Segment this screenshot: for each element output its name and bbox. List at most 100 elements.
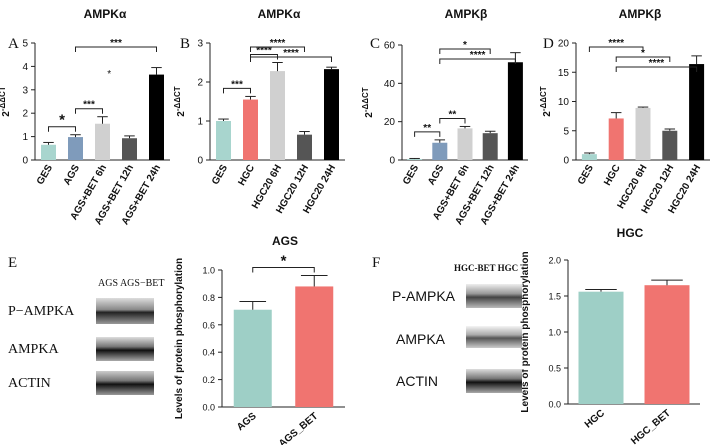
x-tick-label: HGC — [583, 408, 607, 431]
y-axis-label: Levels of protein phosphorylation — [174, 258, 185, 419]
significance-bracket — [439, 58, 516, 64]
significance-bracket — [250, 56, 332, 62]
x-tick-label: AGS — [426, 163, 447, 188]
significance-bracket — [439, 48, 491, 54]
significance-label: **** — [283, 48, 299, 59]
y-axis-label: 2-ΔΔCT — [0, 86, 12, 117]
y-tick-label: 60 — [384, 41, 396, 52]
bar-hgc — [578, 291, 624, 404]
chart-panel-F: HGC 0.0 0.5 1.0 1.5 2.0 Levels of protein phos… — [520, 226, 700, 445]
significance-label: * — [107, 69, 111, 80]
significance-label: **** — [608, 38, 624, 49]
y-tick-label: 0 — [197, 156, 203, 167]
bar-hgc — [608, 118, 624, 160]
y-tick-label: 3 — [197, 39, 203, 50]
bar-ags-bet-24h — [149, 74, 164, 160]
bar-ags-bet-12h — [122, 138, 137, 160]
blot-F-band-row1 — [466, 326, 522, 348]
bar-ags-bet-24h — [507, 62, 523, 160]
y-tick-label: 1.5 — [548, 292, 561, 302]
x-tick-label: GES — [576, 163, 596, 187]
bar-hgc20-12h — [297, 134, 312, 160]
x-tick-label: HGC — [236, 163, 257, 188]
bar-ges — [216, 121, 231, 160]
panel-letter: B — [180, 36, 190, 52]
y-tick-label: 0.4 — [202, 348, 215, 358]
y-tick-label: 2.0 — [548, 256, 561, 266]
bar-hgc20-6h — [635, 107, 651, 160]
y-tick-label: 20 — [558, 39, 570, 50]
x-tick-label: GES — [401, 163, 421, 187]
bar-ges — [41, 144, 56, 160]
significance-label: *** — [83, 100, 95, 111]
y-tick-label: 1.0 — [548, 328, 561, 338]
bar-ges — [407, 159, 423, 160]
significance-bracket — [48, 126, 76, 132]
bar-ags — [68, 137, 83, 160]
panel-letter-E: E — [8, 255, 18, 271]
significance-label: *** — [110, 38, 122, 49]
x-tick-label: AGS — [235, 411, 259, 434]
y-tick-label: 0.0 — [548, 400, 561, 410]
significance-bracket — [439, 117, 466, 124]
y-tick-label: 3 — [22, 85, 28, 96]
bar-hgc20-24h — [324, 69, 339, 160]
y-tick-label: 1 — [22, 132, 28, 143]
significance-label: **** — [649, 58, 665, 69]
bar-ags-bet-6h — [457, 128, 473, 160]
chart-panel-E: AGS 0.0 0.2 0.4 0.6 0.8 1.0 Levels of protein p… — [174, 234, 345, 445]
chart-title: AMPKβ — [619, 7, 662, 21]
y-tick-label: 10 — [558, 97, 570, 108]
significance-label: ** — [423, 123, 431, 134]
chart-title: AMPKα — [84, 7, 127, 21]
y-tick-label: 15 — [558, 68, 570, 79]
significance-bracket — [615, 66, 698, 72]
x-tick-label: GES — [35, 163, 55, 187]
panel-letter: C — [370, 36, 380, 52]
blot-E-row-0: P−AMPKA — [8, 304, 75, 319]
bar-hgc-bet — [644, 285, 690, 404]
bar-ges — [581, 154, 597, 160]
chart-title: AGS — [272, 234, 298, 248]
bar-ags-bet-6h — [95, 123, 110, 160]
significance-label: * — [281, 252, 287, 269]
blot-F-band-row2 — [466, 369, 522, 393]
significance-label: * — [641, 48, 645, 59]
y-tick-label: 0.2 — [202, 375, 215, 385]
significance-bracket — [252, 266, 315, 273]
y-tick-label: 20 — [384, 117, 396, 128]
y-tick-label: 40 — [384, 79, 396, 90]
y-tick-label: 0 — [22, 156, 28, 167]
significance-label: * — [59, 112, 65, 129]
significance-bracket — [414, 131, 441, 137]
significance-label: * — [463, 40, 467, 51]
blot-E-band-row0 — [96, 298, 154, 324]
y-tick-label: 0 — [389, 156, 395, 167]
y-tick-label: 0.8 — [202, 293, 215, 303]
bar-ags-bet — [295, 286, 334, 407]
bar-hgc20-12h — [662, 130, 678, 160]
bar-ags — [233, 309, 272, 407]
y-tick-label: 0.6 — [202, 320, 215, 330]
significance-bracket — [588, 46, 644, 52]
y-tick-label: 1 — [197, 117, 203, 128]
y-tick-label: 0 — [563, 156, 569, 167]
bar-ags-bet-12h — [482, 133, 498, 160]
bar-hgc — [243, 99, 258, 160]
blot-F-band-row0 — [466, 284, 522, 308]
y-tick-label: 1.0 — [202, 266, 215, 276]
bar-hgc20-24h — [689, 64, 705, 160]
y-tick-label: 2 — [22, 109, 28, 120]
blot-F-header: HGC-BET HGC — [454, 263, 519, 273]
blot-E-header: AGS AGS−BET — [98, 278, 165, 289]
blot-F-row-0: P-AMPKA — [392, 288, 456, 304]
bar-ags — [432, 142, 448, 160]
significance-bracket — [615, 56, 671, 62]
y-tick-label: 0.0 — [202, 403, 215, 413]
x-tick-label: GES — [210, 163, 230, 187]
chart-title: AMPKβ — [445, 7, 488, 21]
chart-title: HGC — [617, 226, 644, 240]
